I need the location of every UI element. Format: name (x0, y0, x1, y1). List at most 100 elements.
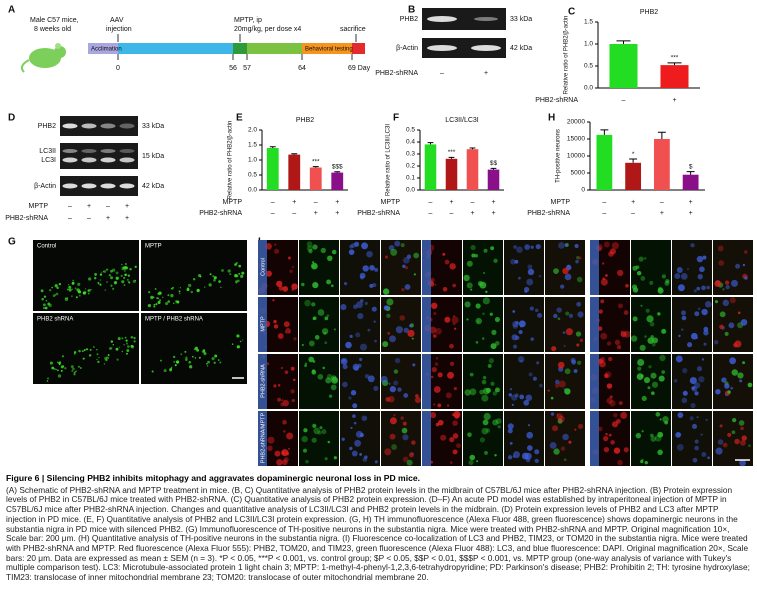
cell-dot (284, 331, 287, 334)
day-label: 56 (229, 65, 237, 72)
cell-dot (304, 364, 307, 368)
cell-dot (677, 412, 684, 418)
cell-dot (283, 430, 286, 433)
cell-dot (704, 301, 712, 308)
condition-label: MPTP (29, 203, 49, 210)
neuron-dot (73, 353, 76, 355)
neuron-dot (214, 354, 218, 358)
cell-dot (608, 356, 613, 362)
cell-dot (435, 357, 439, 360)
cell-dot (630, 335, 638, 342)
cell-dot (681, 315, 687, 321)
cell-dot (359, 453, 363, 456)
cell-dot (640, 459, 644, 464)
neuron-dot (98, 357, 100, 359)
neuron-dot (104, 356, 108, 360)
neuron-dot (180, 353, 183, 356)
cell-dot (283, 321, 290, 328)
row-label: Control (260, 258, 266, 276)
neuron-dot (96, 359, 98, 361)
cell-dot (618, 401, 623, 405)
neuron-dot (68, 288, 72, 292)
cell-dot (700, 433, 703, 436)
y-tick-label: 0.0 (584, 85, 593, 92)
mouse-icon (20, 59, 30, 73)
error-bar (657, 131, 666, 139)
cell-dot (280, 402, 284, 407)
micrograph (33, 313, 139, 384)
neuron-dot (73, 373, 76, 376)
cell-dot (265, 270, 272, 277)
neuron-dot (184, 350, 187, 353)
y-tick-label: 0 (581, 187, 585, 194)
neuron-dot (104, 289, 106, 291)
cell-dot (475, 340, 479, 344)
chart-title: PHB2 (640, 9, 658, 16)
neuron-dot (235, 274, 239, 278)
y-tick-label: 0.1 (406, 175, 415, 182)
cell-dot (442, 286, 448, 292)
sign: – (450, 210, 454, 217)
neuron-dot (186, 288, 190, 292)
neuron-dot (58, 282, 62, 286)
sign: – (68, 203, 72, 210)
cell-dot (570, 357, 576, 363)
neuron-dot (78, 294, 81, 297)
cell-dot (292, 378, 296, 382)
cell-dot (703, 326, 709, 332)
neuron-dot (235, 282, 237, 284)
cell-dot (353, 304, 358, 310)
cell-dot (737, 372, 744, 379)
cell-dot (520, 359, 523, 362)
cell-dot (604, 373, 609, 379)
significance: * (632, 151, 635, 158)
micrograph (141, 313, 247, 384)
cell-dot (703, 342, 707, 346)
cell-dot (568, 313, 574, 318)
cell-dot (694, 439, 699, 444)
neuron-dot (82, 357, 85, 360)
cell-dot (715, 388, 721, 395)
neuron-dot (167, 294, 170, 297)
error-bar (667, 62, 682, 66)
cell-dot (744, 276, 748, 280)
cell-dot (389, 386, 396, 393)
cell-dot (560, 284, 565, 289)
cell-dot (519, 394, 525, 400)
neuron-dot (203, 351, 206, 354)
neuron-dot (57, 374, 62, 378)
cell-dot (562, 331, 566, 334)
cell-dot (331, 249, 337, 255)
cell-dot (728, 322, 735, 329)
aav-label: injection (106, 26, 132, 33)
cell-dot (529, 306, 534, 311)
neuron-dot (199, 275, 202, 278)
cell-dot (523, 399, 530, 406)
neuron-dot (167, 300, 171, 303)
cell-dot (265, 243, 272, 250)
neuron-dot (150, 295, 154, 300)
neuron-dot (192, 278, 196, 281)
cell-dot (357, 312, 364, 320)
cell-dot (433, 312, 437, 316)
cell-dot (304, 362, 308, 366)
cell-dot (407, 329, 415, 338)
row-label: MPTP (260, 316, 266, 332)
neuron-dot (115, 347, 119, 351)
cell-dot (321, 429, 327, 435)
neuron-dot (239, 340, 242, 343)
cell-dot (623, 310, 629, 315)
cell-dot (361, 242, 369, 250)
neuron-dot (127, 274, 130, 277)
cell-dot (452, 433, 459, 439)
cell-dot (562, 267, 569, 275)
micrograph (631, 354, 671, 409)
neuron-dot (170, 293, 174, 298)
cell-dot (470, 288, 473, 291)
cell-dot (739, 459, 746, 467)
cell-dot (650, 372, 657, 379)
neuron-dot (110, 340, 114, 343)
cell-dot (681, 328, 684, 331)
cell-dot (741, 435, 747, 441)
cell-dot (308, 249, 313, 254)
